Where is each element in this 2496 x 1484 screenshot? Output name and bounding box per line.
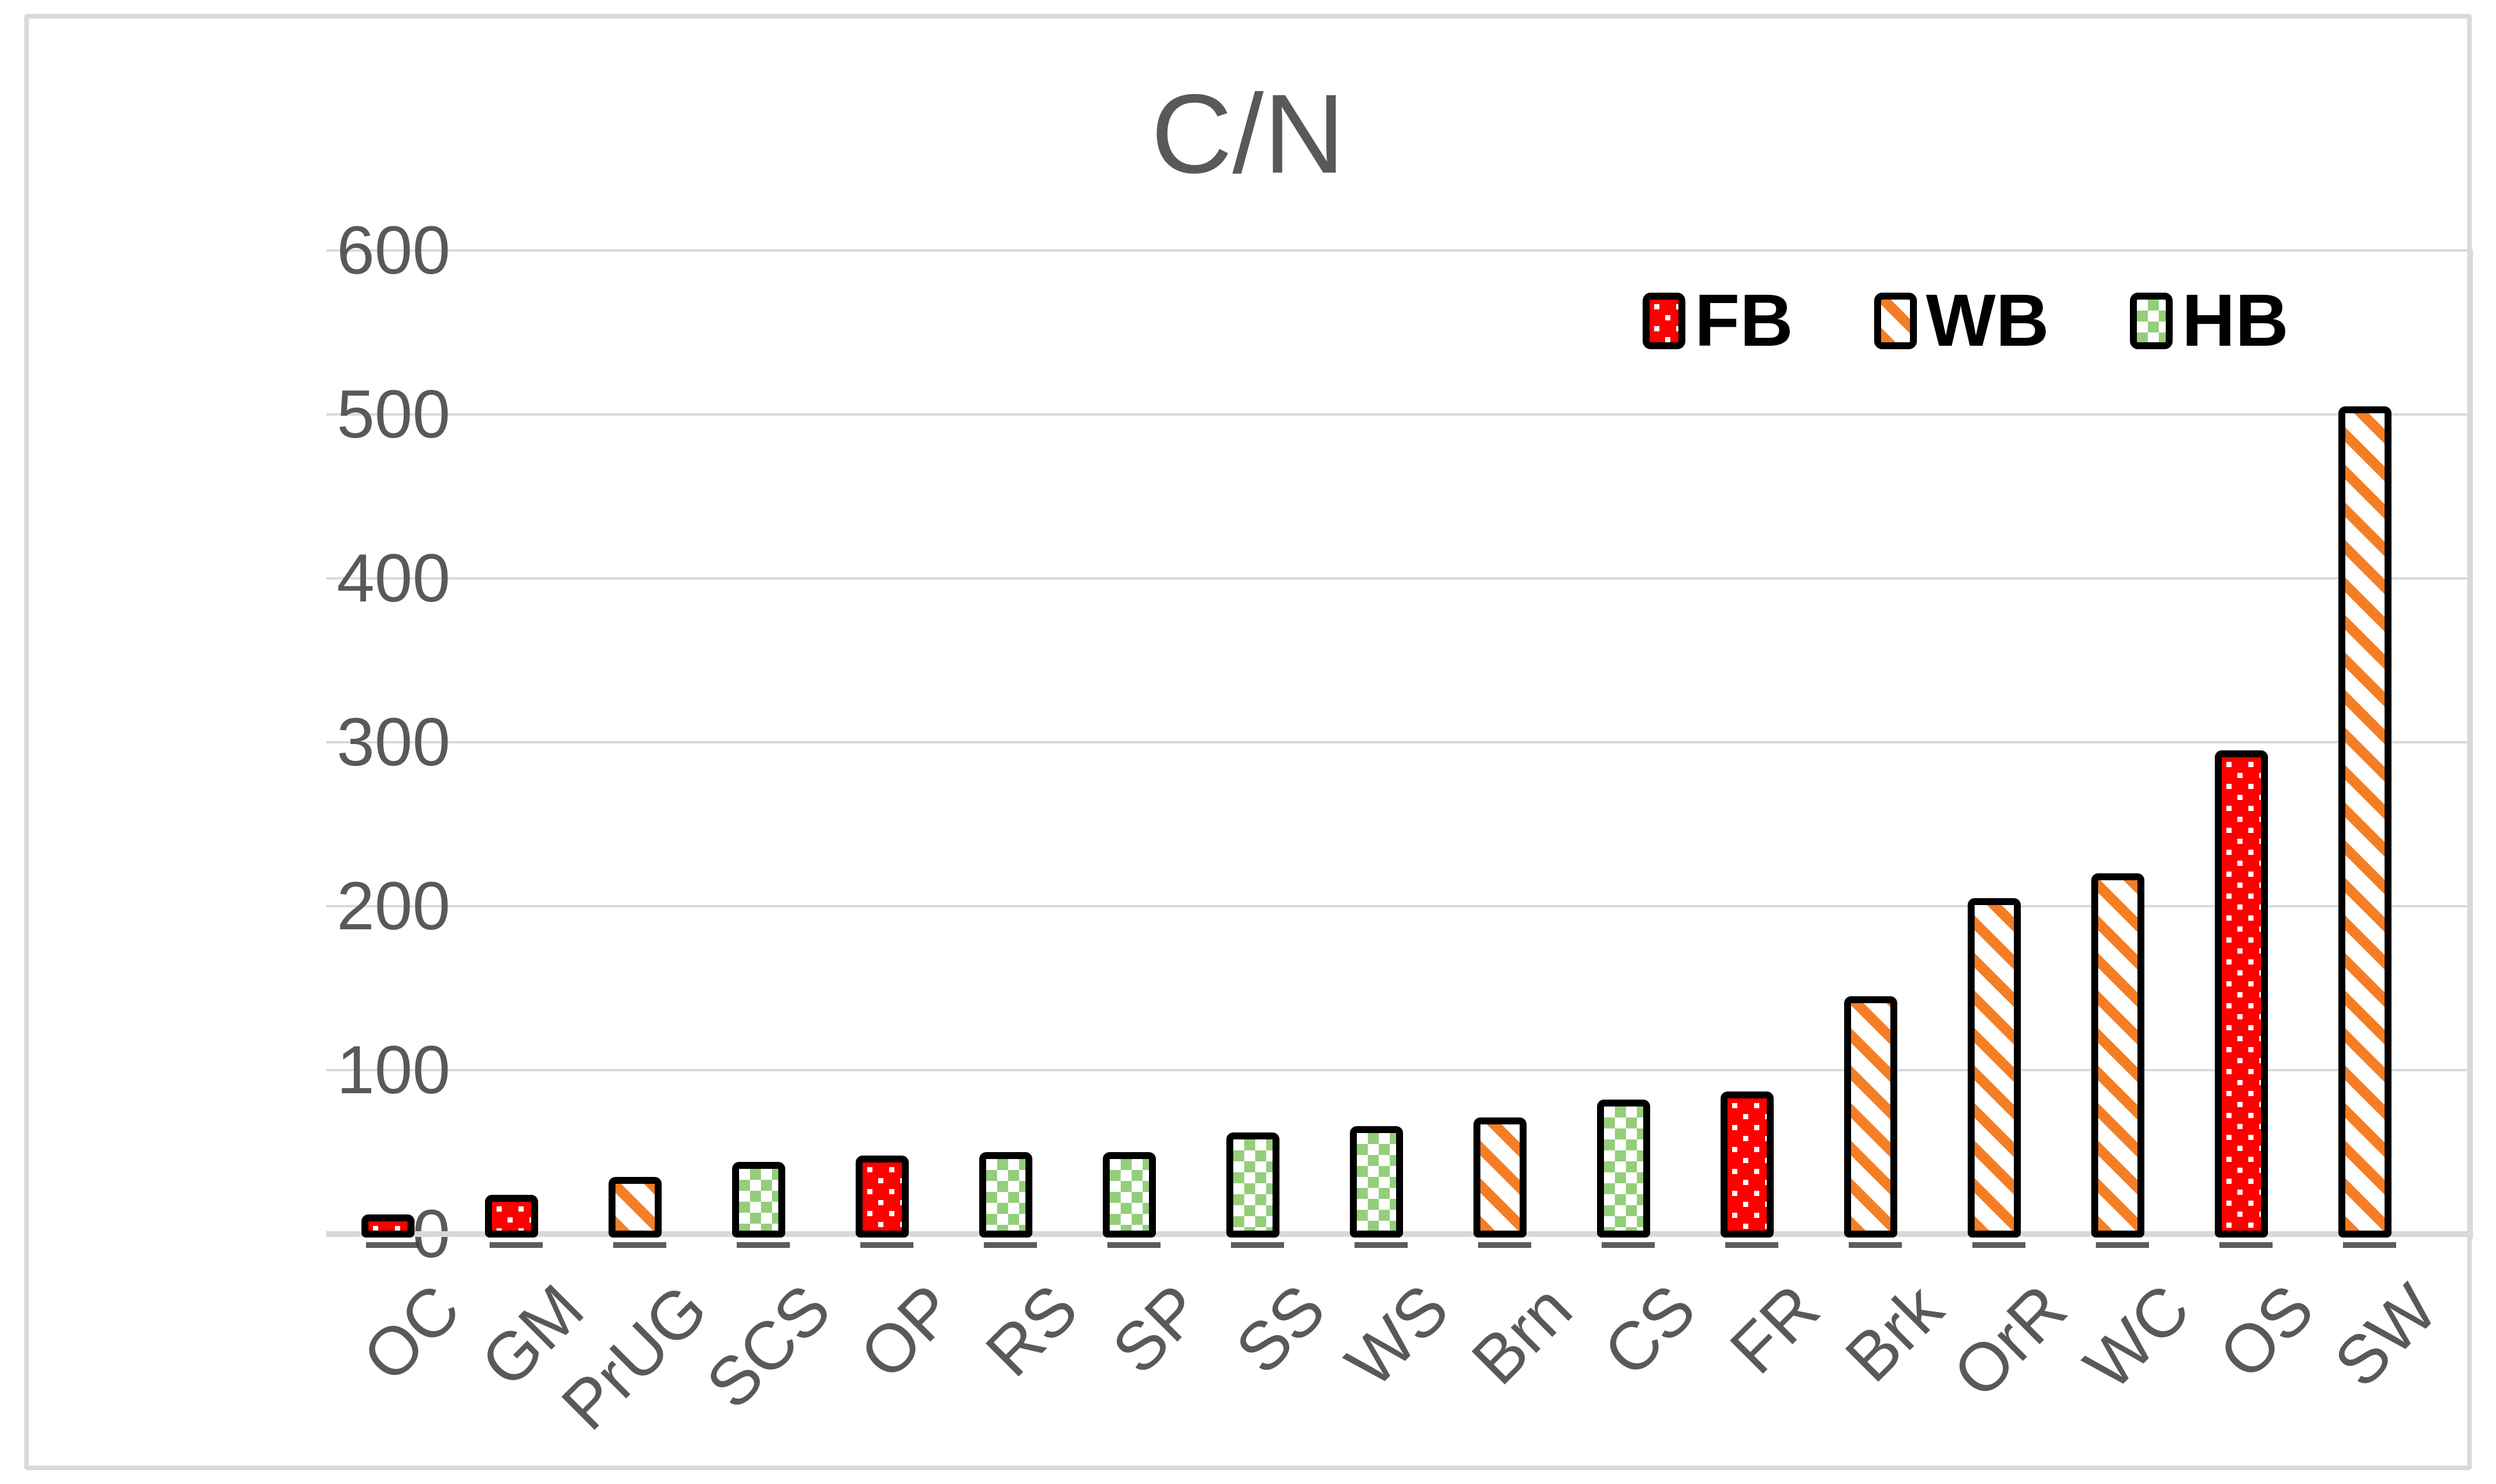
bar-shadow-OP bbox=[860, 1242, 913, 1248]
bar-shadow-SP bbox=[1107, 1242, 1161, 1248]
y-tick-label-500: 500 bbox=[337, 376, 450, 453]
y-tick-label-300: 300 bbox=[337, 704, 450, 780]
legend-label-WB: WB bbox=[1926, 279, 2049, 362]
bar-shadow-WS bbox=[1355, 1242, 1408, 1248]
gridline-100 bbox=[326, 1069, 2473, 1071]
gridline-600 bbox=[326, 249, 2473, 252]
bar-RS bbox=[979, 1152, 1032, 1238]
bar-Brn bbox=[1473, 1117, 1527, 1238]
plot-right-border bbox=[2471, 251, 2473, 1239]
bar-shadow-OS bbox=[2219, 1242, 2273, 1248]
bar-shadow-Brn bbox=[1478, 1242, 1531, 1248]
bar-SS bbox=[1226, 1132, 1279, 1238]
bar-shadow-OC bbox=[366, 1242, 419, 1248]
legend-item-HB: HB bbox=[2129, 279, 2289, 362]
legend: FB WB HB bbox=[1643, 284, 2289, 358]
bar-shadow-OrR bbox=[1972, 1242, 2025, 1248]
bar-shadow-SCS bbox=[737, 1242, 790, 1248]
legend-swatch-HB bbox=[2129, 293, 2173, 349]
y-tick-label-400: 400 bbox=[337, 540, 450, 616]
legend-swatch-WB bbox=[1874, 293, 1917, 349]
bar-FR bbox=[1721, 1091, 1774, 1238]
bar-SCS bbox=[732, 1162, 785, 1238]
bar-Brk bbox=[1844, 996, 1897, 1238]
legend-item-FB: FB bbox=[1643, 284, 1793, 358]
y-tick-label-100: 100 bbox=[337, 1032, 450, 1108]
bar-shadow-SS bbox=[1231, 1242, 1284, 1248]
bar-shadow-Brk bbox=[1849, 1242, 1902, 1248]
bar-shadow-PrUG bbox=[613, 1242, 666, 1248]
bar-shadow-CS bbox=[1602, 1242, 1655, 1248]
legend-label-HB: HB bbox=[2181, 279, 2289, 362]
chart-title: C/N bbox=[1151, 71, 1345, 197]
bar-SW bbox=[2338, 406, 2391, 1238]
bar-OC bbox=[361, 1214, 415, 1238]
gridline-200 bbox=[326, 905, 2473, 907]
bar-shadow-SW bbox=[2343, 1242, 2396, 1248]
bar-shadow-FR bbox=[1725, 1242, 1778, 1248]
bar-WS bbox=[1350, 1126, 1403, 1238]
gridline-400 bbox=[326, 577, 2473, 580]
bar-OS bbox=[2215, 750, 2268, 1238]
bar-SP bbox=[1103, 1152, 1156, 1238]
gridline-500 bbox=[326, 413, 2473, 416]
bar-CS bbox=[1597, 1100, 1650, 1238]
bar-PrUG bbox=[609, 1176, 662, 1238]
bar-shadow-RS bbox=[984, 1242, 1037, 1248]
bar-OrR bbox=[1968, 898, 2021, 1238]
legend-item-WB: WB bbox=[1874, 284, 2049, 358]
bar-GM bbox=[485, 1194, 538, 1238]
legend-label-FB: FB bbox=[1695, 279, 1793, 362]
legend-swatch-FB bbox=[1643, 293, 1685, 349]
bar-OP bbox=[856, 1155, 909, 1238]
bar-shadow-GM bbox=[490, 1242, 543, 1248]
gridline-300 bbox=[326, 741, 2473, 743]
bar-shadow-WC bbox=[2096, 1242, 2149, 1248]
y-tick-label-600: 600 bbox=[337, 212, 450, 289]
bar-WC bbox=[2091, 873, 2144, 1238]
y-tick-label-200: 200 bbox=[337, 868, 450, 944]
